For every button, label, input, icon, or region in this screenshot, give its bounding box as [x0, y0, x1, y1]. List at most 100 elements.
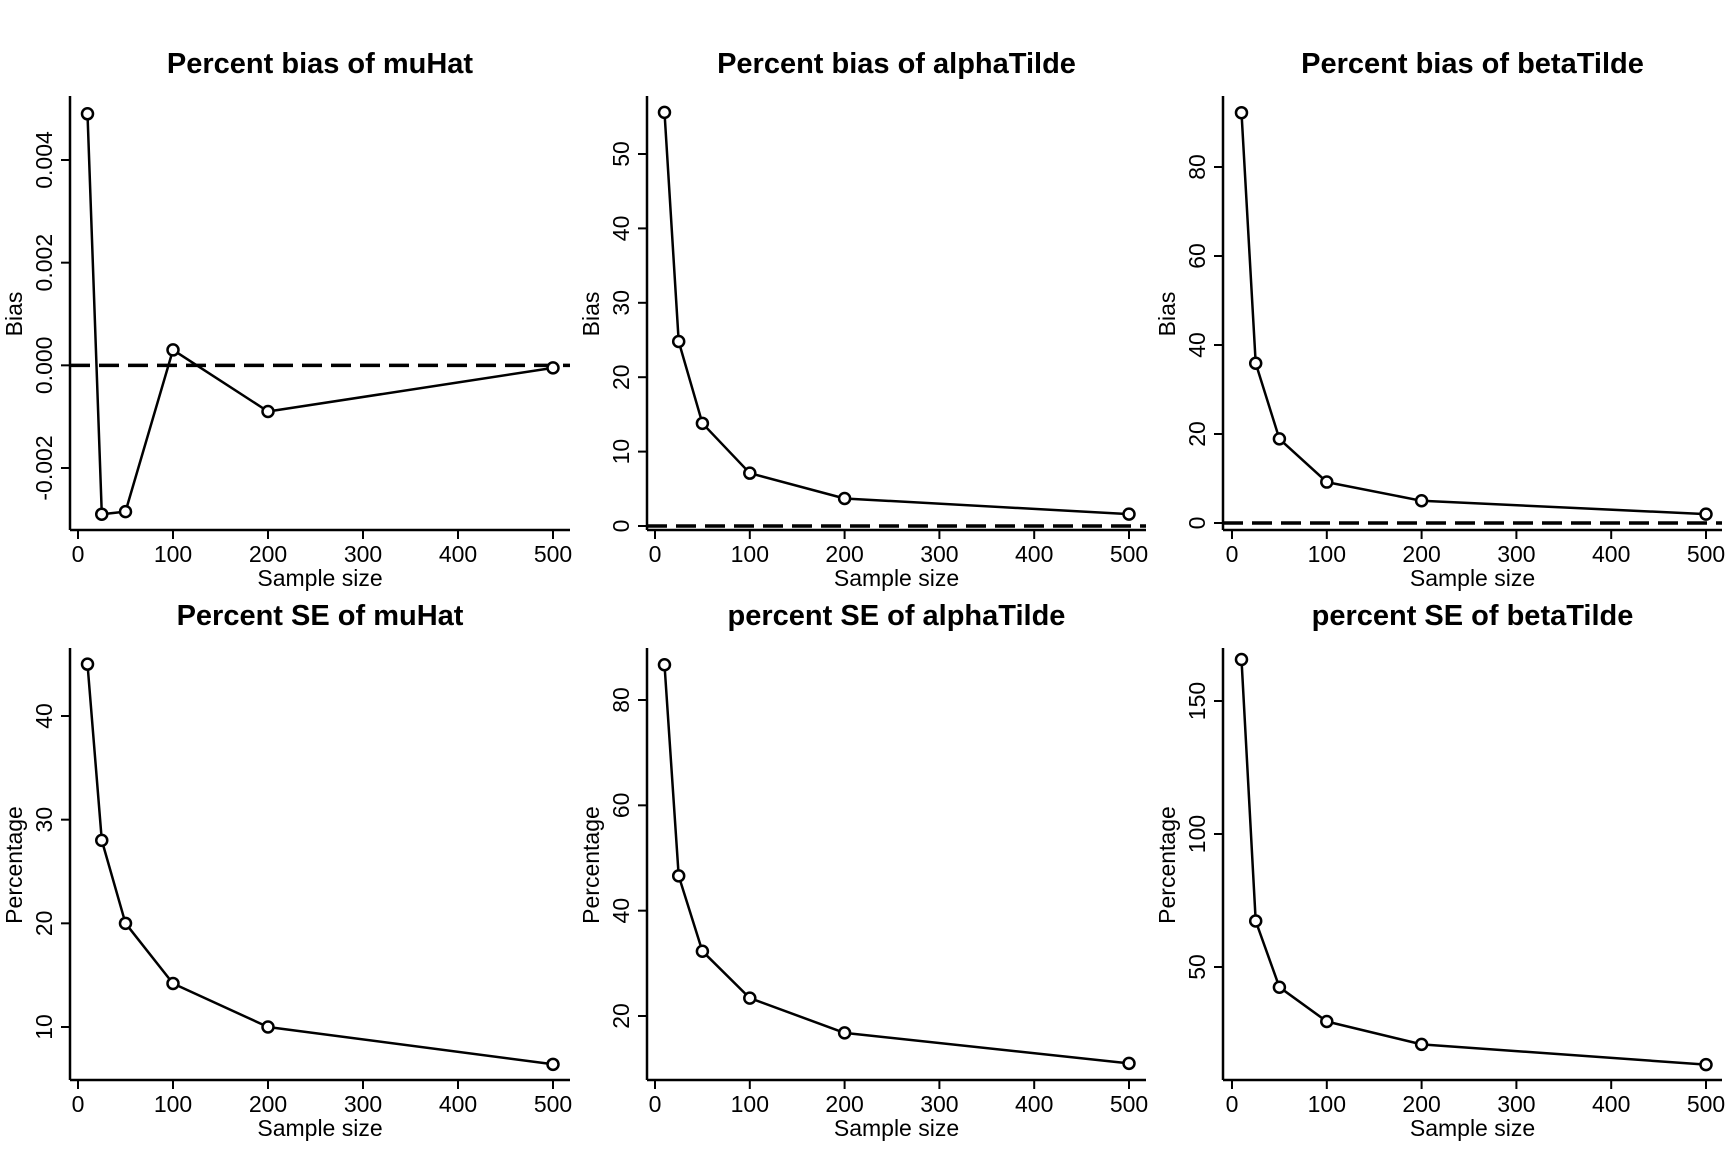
- x-tick-label: 100: [1308, 541, 1346, 567]
- y-tick-label: 0: [1184, 517, 1210, 530]
- y-axis-label: Bias: [1, 292, 27, 337]
- data-point: [837, 1026, 852, 1040]
- x-tick-label: 300: [1497, 1091, 1535, 1117]
- data-point: [166, 343, 180, 357]
- y-axis-label: Percentage: [1154, 806, 1180, 924]
- x-tick-label: 100: [731, 541, 769, 567]
- x-tick-label: 400: [439, 541, 477, 567]
- chart-panel-4: Percent SE of muHat 0 100 200 300 400 500 10 20 3…: [1, 600, 572, 1141]
- x-tick-label: 500: [1110, 1091, 1148, 1117]
- y-tick-label: 50: [1184, 954, 1210, 980]
- x-tick-label: 300: [920, 1091, 958, 1117]
- x-tick-label: 400: [1015, 1091, 1053, 1117]
- x-tick-label: 400: [1592, 1091, 1630, 1117]
- data-point: [657, 657, 672, 672]
- panel-title: Percent SE of muHat: [177, 600, 464, 632]
- x-axis-label: Sample size: [1410, 565, 1535, 591]
- y-tick-label: 0.000: [31, 337, 57, 395]
- y-tick-label: 20: [31, 911, 57, 937]
- x-axis-label: Sample size: [257, 1115, 382, 1141]
- x-tick-label: 0: [1226, 541, 1239, 567]
- x-tick-label: 200: [1402, 1091, 1440, 1117]
- x-tick-label: 300: [920, 541, 958, 567]
- data-point: [1699, 1057, 1713, 1072]
- x-tick-label: 500: [534, 1091, 572, 1117]
- data-point: [80, 657, 95, 671]
- panel-title: Percent bias of muHat: [167, 48, 474, 80]
- y-tick-label: 40: [608, 898, 634, 924]
- panel-title: Percent bias of alphaTilde: [717, 48, 1076, 80]
- y-tick-label: 40: [1184, 332, 1210, 358]
- x-axis-label: Sample size: [1410, 1115, 1535, 1141]
- x-axis-label: Sample size: [257, 565, 382, 591]
- data-point: [546, 1057, 560, 1072]
- data-point: [546, 361, 560, 375]
- y-tick-label: 40: [608, 216, 634, 242]
- series-line: [86, 113, 554, 516]
- y-tick-label: 100: [1184, 815, 1210, 853]
- y-axis-label: Percentage: [1, 806, 27, 924]
- data-point: [1234, 652, 1249, 667]
- data-point: [118, 504, 133, 519]
- x-tick-label: 200: [249, 541, 287, 567]
- data-point: [671, 869, 686, 883]
- data-point: [1272, 432, 1287, 446]
- data-point: [80, 107, 95, 121]
- y-axis-label: Bias: [578, 292, 604, 337]
- panel-title: Percent bias of betaTilde: [1301, 48, 1644, 80]
- chart-panel-6: percent SE of betaTilde 0 100 200 300 400 500 5…: [1154, 600, 1725, 1141]
- series-line: [1240, 659, 1707, 1066]
- series-line: [663, 664, 1130, 1065]
- x-axis-label: Sample size: [834, 565, 959, 591]
- data-point: [1234, 105, 1249, 120]
- y-tick-label: 20: [608, 364, 634, 390]
- x-tick-label: 100: [1308, 1091, 1346, 1117]
- y-tick-label: 60: [1184, 243, 1210, 269]
- panel-title: percent SE of betaTilde: [1312, 600, 1634, 632]
- y-tick-label: 0.004: [31, 131, 57, 189]
- data-point: [261, 1020, 275, 1034]
- x-tick-label: 0: [1226, 1091, 1239, 1117]
- data-point: [1414, 1037, 1429, 1052]
- x-tick-label: 200: [249, 1091, 287, 1117]
- y-tick-label: 30: [608, 290, 634, 316]
- x-tick-label: 0: [72, 541, 85, 567]
- x-tick-label: 0: [649, 1091, 662, 1117]
- data-point: [1699, 507, 1713, 521]
- x-tick-label: 100: [731, 1091, 769, 1117]
- data-point: [166, 976, 180, 991]
- data-point: [118, 916, 133, 931]
- data-point: [743, 991, 757, 1005]
- x-tick-label: 400: [1592, 541, 1630, 567]
- y-axis-label: Percentage: [578, 806, 604, 924]
- data-point: [1414, 494, 1429, 508]
- panel-title: percent SE of alphaTilde: [728, 600, 1066, 632]
- x-tick-label: 500: [534, 541, 572, 567]
- y-tick-label: 30: [31, 807, 57, 833]
- data-point: [837, 491, 852, 506]
- data-point: [695, 416, 710, 431]
- data-point: [1248, 914, 1263, 928]
- data-point: [1320, 475, 1334, 489]
- data-point: [743, 466, 757, 480]
- y-tick-label: 20: [1184, 421, 1210, 447]
- data-point: [1122, 1056, 1136, 1071]
- series-line: [663, 112, 1130, 516]
- data-point: [1320, 1014, 1334, 1029]
- x-tick-label: 300: [344, 1091, 382, 1117]
- data-point: [1272, 980, 1287, 994]
- y-tick-label: 80: [1184, 154, 1210, 180]
- series-line: [1240, 112, 1707, 516]
- x-tick-label: 0: [649, 541, 662, 567]
- y-tick-label: 50: [608, 141, 634, 167]
- data-point: [95, 833, 109, 848]
- y-tick-label: 20: [608, 1003, 634, 1029]
- x-tick-label: 500: [1687, 541, 1725, 567]
- y-tick-label: 80: [608, 687, 634, 713]
- x-tick-label: 0: [72, 1091, 85, 1117]
- series-line: [86, 664, 554, 1066]
- x-tick-label: 500: [1687, 1091, 1725, 1117]
